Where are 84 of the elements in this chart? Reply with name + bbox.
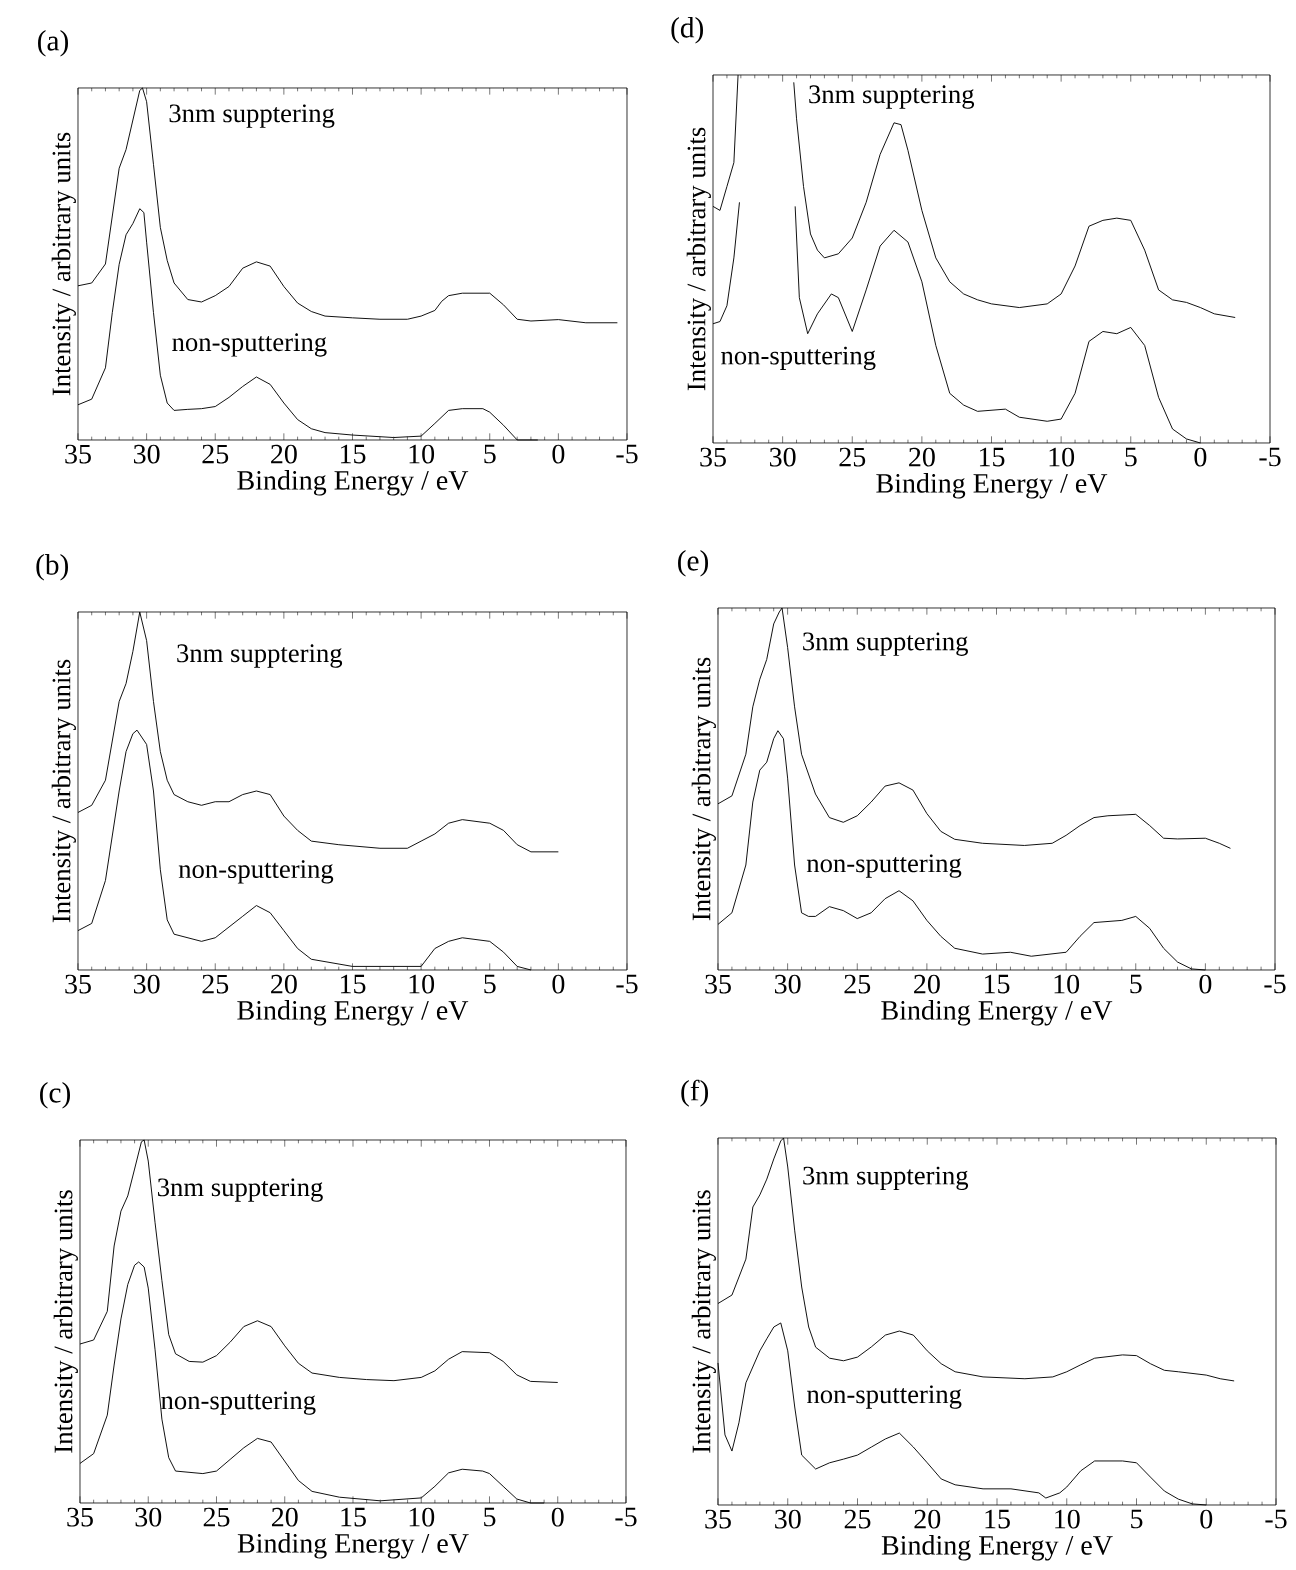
series-label: non-sputtering <box>806 854 962 878</box>
y-axis-title: Intensity / arbitrary units <box>53 1190 78 1453</box>
x-tick-label: 10 <box>1054 974 1080 994</box>
x-tick-label: 0 <box>1199 974 1212 994</box>
x-axis-title: Binding Energy / eV <box>237 470 469 496</box>
x-tick-label: 20 <box>271 1507 298 1527</box>
x-axis-title: Binding Energy / eV <box>881 1000 1113 1026</box>
legend-label: 3nm supptering <box>809 85 975 109</box>
x-tick-label: 30 <box>775 1509 801 1529</box>
x-tick-label: 25 <box>844 974 871 994</box>
x-tick-label: 30 <box>133 974 160 994</box>
x-tick-label: 10 <box>1049 447 1075 467</box>
x-tick-label: 15 <box>985 1509 1010 1529</box>
legend-label: 3nm supptering <box>177 644 343 668</box>
x-tick-label: -5 <box>1265 1509 1287 1529</box>
series-label: non-sputtering <box>172 333 327 357</box>
x-axis-title: Binding Energy / eV <box>237 1000 469 1026</box>
x-tick-label: -5 <box>615 1507 637 1527</box>
x-tick-label: 5 <box>1130 974 1142 994</box>
x-tick-label: 20 <box>909 447 935 467</box>
x-axis-title: Binding Energy / eV <box>876 473 1108 499</box>
legend-label: 3nm supptering <box>157 1178 323 1202</box>
legend-label: 3nm supptering <box>169 104 335 128</box>
x-tick-label: 15 <box>340 444 366 464</box>
chart-title: (b) <box>36 554 68 581</box>
x-tick-label: 15 <box>979 447 1005 467</box>
x-tick-label: 5 <box>1131 1509 1143 1529</box>
x-axis-title: Binding Energy / eV <box>237 1533 469 1559</box>
x-tick-label: 20 <box>914 974 940 994</box>
x-tick-label: 5 <box>484 974 496 994</box>
series-label: non-sputtering <box>807 1385 962 1409</box>
x-tick-label: 30 <box>133 444 160 464</box>
x-tick-label: 25 <box>202 444 229 464</box>
x-tick-label: 25 <box>839 447 866 467</box>
x-tick-label: 10 <box>1055 1509 1080 1529</box>
x-tick-label: -5 <box>1264 974 1286 994</box>
x-tick-label: 0 <box>551 1507 564 1527</box>
x-tick-label: 5 <box>484 1507 496 1527</box>
series-label: non-sputtering <box>178 860 334 884</box>
x-tick-label: 30 <box>774 974 801 994</box>
x-tick-label: 20 <box>271 444 297 464</box>
x-tick-label: -5 <box>616 444 638 464</box>
x-tick-label: 0 <box>1194 447 1207 467</box>
x-tick-label: 10 <box>409 444 435 464</box>
y-axis-title: Intensity / arbitrary units <box>691 657 716 921</box>
chart-title: (c) <box>40 1082 71 1109</box>
x-tick-label: 35 <box>65 444 91 464</box>
x-tick-label: 0 <box>552 444 565 464</box>
chart-title: (d) <box>671 17 704 44</box>
x-tick-label: 15 <box>984 974 1010 994</box>
chart-title: (f) <box>681 1079 709 1107</box>
x-tick-label: 35 <box>700 447 726 467</box>
x-tick-label: 5 <box>1125 447 1137 467</box>
x-tick-label: 0 <box>1200 1509 1213 1529</box>
series-label: non-sputtering <box>161 1391 316 1415</box>
x-tick-label: 25 <box>203 1507 230 1527</box>
x-tick-label: 20 <box>914 1509 941 1529</box>
y-axis-title: Intensity / arbitrary units <box>51 659 76 923</box>
y-axis-title: Intensity / arbitrary units <box>686 127 711 391</box>
x-tick-label: 15 <box>340 974 366 994</box>
legend-label: 3nm supptering <box>803 1166 969 1191</box>
x-tick-label: 10 <box>409 974 435 994</box>
x-tick-label: 15 <box>341 1507 366 1527</box>
x-tick-label: 0 <box>552 974 565 994</box>
x-tick-label: 35 <box>67 1507 93 1527</box>
x-tick-label: 5 <box>484 444 496 464</box>
x-tick-label: 35 <box>65 974 91 994</box>
chart-title: (a) <box>38 30 69 57</box>
x-axis-title: Binding Energy / eV <box>881 1535 1113 1561</box>
x-tick-label: 35 <box>705 974 731 994</box>
x-tick-label: 10 <box>409 1507 435 1527</box>
x-tick-label: 25 <box>202 974 229 994</box>
x-tick-label: 25 <box>844 1509 871 1529</box>
y-axis-title: Intensity / arbitrary units <box>51 132 76 396</box>
x-tick-label: -5 <box>616 974 638 994</box>
x-tick-label: 35 <box>705 1509 731 1529</box>
chart-title: (e) <box>678 550 709 577</box>
series-label: non-sputtering <box>721 346 876 371</box>
x-tick-label: 30 <box>135 1507 162 1527</box>
x-tick-label: 30 <box>769 447 796 467</box>
x-tick-label: 20 <box>271 974 297 994</box>
x-tick-label: -5 <box>1259 447 1281 467</box>
legend-label: 3nm supptering <box>803 632 968 656</box>
y-axis-title: Intensity / arbitrary units <box>691 1190 716 1453</box>
